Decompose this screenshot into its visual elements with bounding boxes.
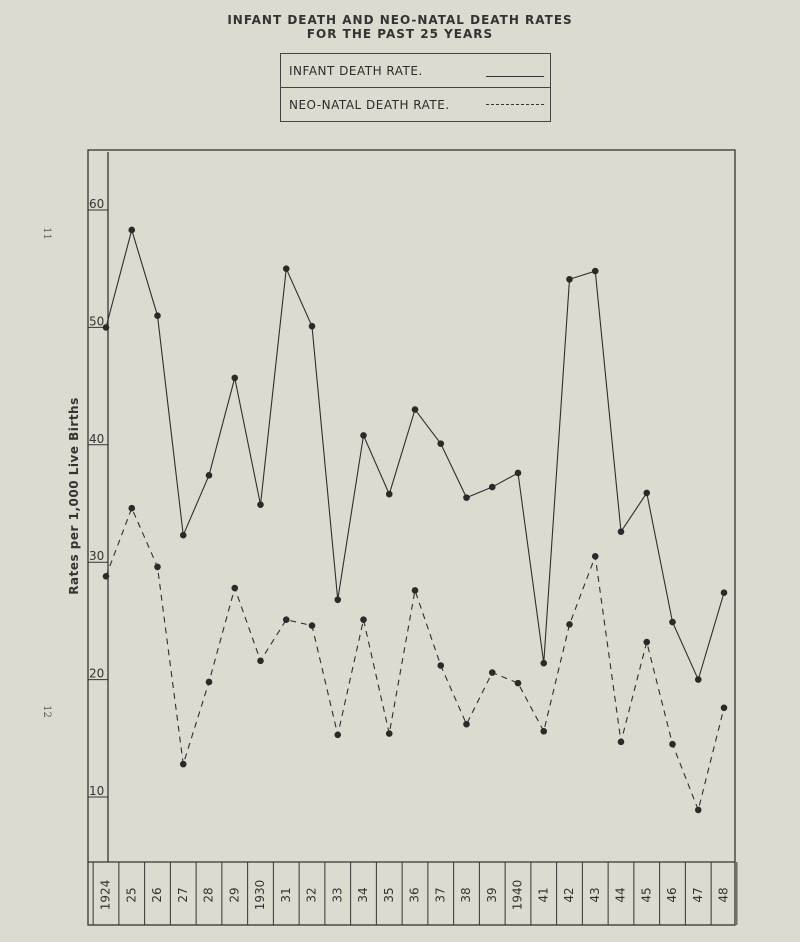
x-tick-label: 29 xyxy=(227,887,241,902)
legend-entry-infant: INFANT DEATH RATE. xyxy=(281,54,550,88)
legend-label-neonatal: NEO-NATAL DEATH RATE. xyxy=(289,98,450,112)
x-tick-label: 1930 xyxy=(253,880,267,911)
data-point-infant xyxy=(360,432,367,439)
x-tick-label: 42 xyxy=(562,887,576,902)
y-tick-label: 40 xyxy=(89,432,104,446)
data-point-neonatal xyxy=(231,584,239,592)
x-tick-label: 45 xyxy=(639,887,653,902)
data-point-neonatal xyxy=(334,731,342,739)
data-point-neonatal xyxy=(694,806,702,814)
legend-swatch-dashed xyxy=(486,104,544,105)
legend-entry-neonatal: NEO-NATAL DEATH RATE. xyxy=(281,88,550,121)
data-point-neonatal xyxy=(437,662,445,669)
x-tick-label: 48 xyxy=(717,887,731,902)
data-point-infant xyxy=(205,472,213,479)
chart-subtitle: FOR THE PAST 25 YEARS xyxy=(306,27,494,41)
data-point-neonatal xyxy=(308,622,316,629)
data-point-infant xyxy=(566,275,573,283)
data-point-infant xyxy=(463,494,470,501)
data-point-neonatal xyxy=(360,616,367,624)
x-tick-label: 1924 xyxy=(99,880,113,911)
chart-frame xyxy=(87,149,736,926)
x-tick-label: 43 xyxy=(588,887,602,902)
data-point-neonatal xyxy=(257,657,264,665)
data-point-infant xyxy=(669,618,676,626)
data-point-infant xyxy=(334,596,342,604)
data-point-infant xyxy=(154,312,161,319)
x-tick-label: 35 xyxy=(382,887,396,902)
data-point-infant xyxy=(179,531,187,539)
x-tick-label: 25 xyxy=(124,887,138,902)
series-line-neonatal xyxy=(105,506,725,812)
chart-title: INFANT DEATH AND NEO-NATAL DEATH RATES xyxy=(227,13,573,27)
legend-label-infant: INFANT DEATH RATE. xyxy=(289,64,423,78)
data-point-neonatal xyxy=(154,563,161,571)
data-point-neonatal xyxy=(282,616,290,624)
series-line-infant xyxy=(105,227,725,682)
x-tick-label: 39 xyxy=(485,887,499,902)
x-tick-label: 31 xyxy=(279,887,293,902)
data-point-infant xyxy=(102,324,110,331)
x-tick-label: 34 xyxy=(356,887,370,902)
data-point-neonatal xyxy=(514,679,522,687)
legend-swatch-solid xyxy=(486,76,544,77)
data-point-infant xyxy=(720,589,728,597)
data-point-neonatal xyxy=(411,587,419,594)
data-point-neonatal xyxy=(488,669,496,676)
data-point-infant xyxy=(231,374,239,382)
data-point-neonatal xyxy=(617,738,625,746)
data-point-infant xyxy=(694,676,702,683)
data-point-neonatal xyxy=(205,678,213,686)
data-point-infant xyxy=(540,659,548,667)
data-point-neonatal xyxy=(463,720,470,728)
data-point-infant xyxy=(488,483,496,491)
data-point-infant xyxy=(411,406,419,413)
data-point-infant xyxy=(514,469,522,477)
data-point-neonatal xyxy=(179,760,187,768)
data-point-neonatal xyxy=(128,504,136,512)
data-point-infant xyxy=(591,267,599,275)
data-point-neonatal xyxy=(540,727,548,735)
y-tick-label: 30 xyxy=(89,549,104,563)
data-point-neonatal xyxy=(566,621,573,628)
data-point-infant xyxy=(385,490,393,498)
x-tick-label: 28 xyxy=(202,887,216,902)
x-tick-label: 36 xyxy=(408,887,422,902)
data-point-infant xyxy=(617,528,625,535)
data-point-infant xyxy=(257,501,264,508)
data-point-infant xyxy=(437,440,445,447)
data-point-neonatal xyxy=(591,553,599,560)
x-tick-label: 44 xyxy=(614,887,628,902)
data-point-neonatal xyxy=(643,638,651,646)
data-point-infant xyxy=(282,265,290,273)
x-tick-label: 46 xyxy=(665,887,679,902)
data-point-neonatal xyxy=(385,730,393,737)
x-tick-label: 33 xyxy=(330,887,344,902)
y-tick-label: 50 xyxy=(89,314,104,328)
x-tick-label: 47 xyxy=(691,887,705,902)
x-tick-label: 38 xyxy=(459,887,473,902)
legend: INFANT DEATH RATE. NEO-NATAL DEATH RATE. xyxy=(280,53,551,122)
x-tick-label: 26 xyxy=(150,887,164,902)
x-tick-label: 41 xyxy=(536,887,550,902)
data-point-infant xyxy=(128,226,136,234)
data-point-neonatal xyxy=(669,740,676,748)
x-tick-label: 37 xyxy=(433,887,447,902)
x-tick-label: 32 xyxy=(305,887,319,902)
data-point-infant xyxy=(643,489,651,497)
x-tick-label: 1940 xyxy=(511,880,525,911)
data-point-infant xyxy=(308,322,316,330)
y-tick-label: 10 xyxy=(89,784,104,798)
data-point-neonatal xyxy=(102,572,110,580)
y-tick-label: 60 xyxy=(89,197,104,211)
y-tick-label: 20 xyxy=(89,667,104,681)
x-tick-label: 27 xyxy=(176,887,190,902)
data-point-neonatal xyxy=(720,704,728,712)
